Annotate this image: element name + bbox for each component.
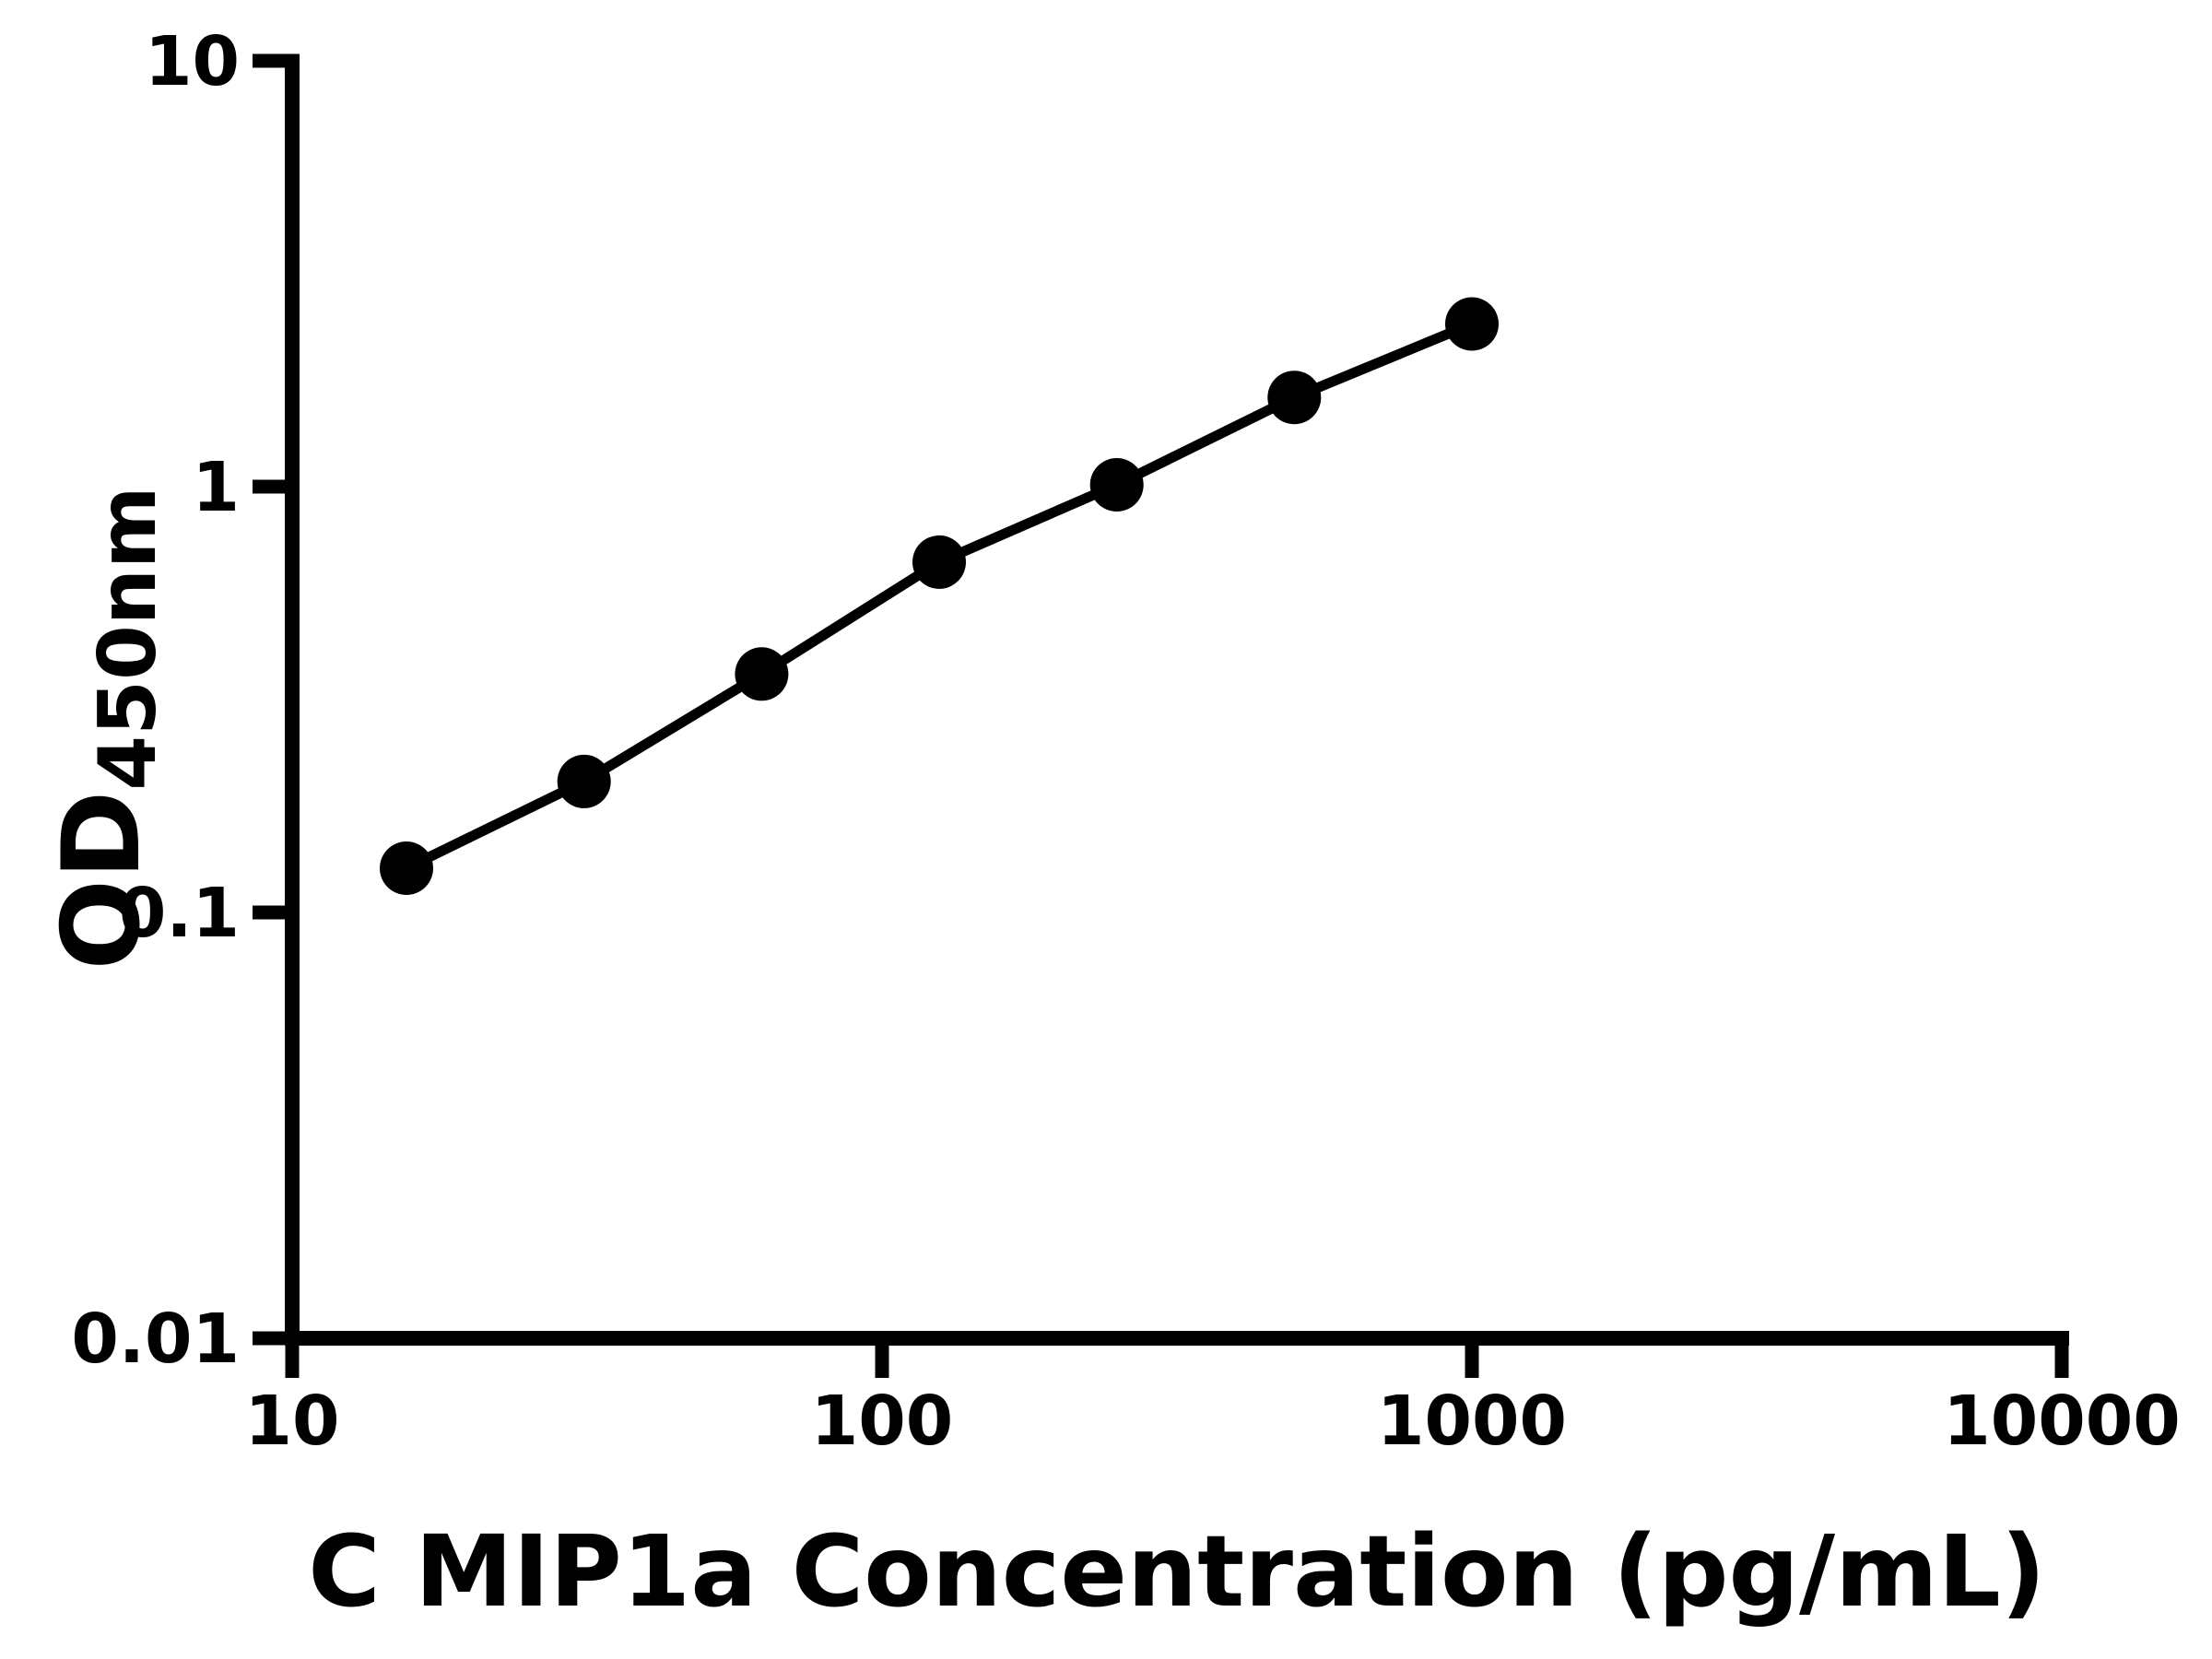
y-tick-label: 0.01 <box>71 1300 240 1379</box>
y-axis-title-main: OD <box>40 791 164 971</box>
y-tick-label: 10 <box>145 22 240 101</box>
y-axis-title: OD450nm <box>40 486 174 970</box>
data-point-marker <box>557 754 611 808</box>
x-tick-label: 100 <box>811 1382 953 1461</box>
y-tick-label: 1 <box>193 448 241 527</box>
x-tick-label: 10000 <box>1943 1382 2180 1461</box>
x-tick-label: 1000 <box>1377 1382 1567 1461</box>
x-axis-title: C MIP1a Concentration (pg/mL) <box>308 1515 2045 1630</box>
data-point-marker <box>1089 458 1144 512</box>
data-point-marker <box>1267 371 1322 425</box>
data-point-marker <box>735 647 789 701</box>
data-point-marker <box>380 841 433 895</box>
y-tick-label: 0.1 <box>119 874 240 953</box>
data-point-marker <box>912 535 966 589</box>
x-tick-label: 10 <box>245 1382 340 1461</box>
y-axis-title-subscript: 450nm <box>82 486 174 790</box>
data-point-marker <box>1445 297 1499 351</box>
